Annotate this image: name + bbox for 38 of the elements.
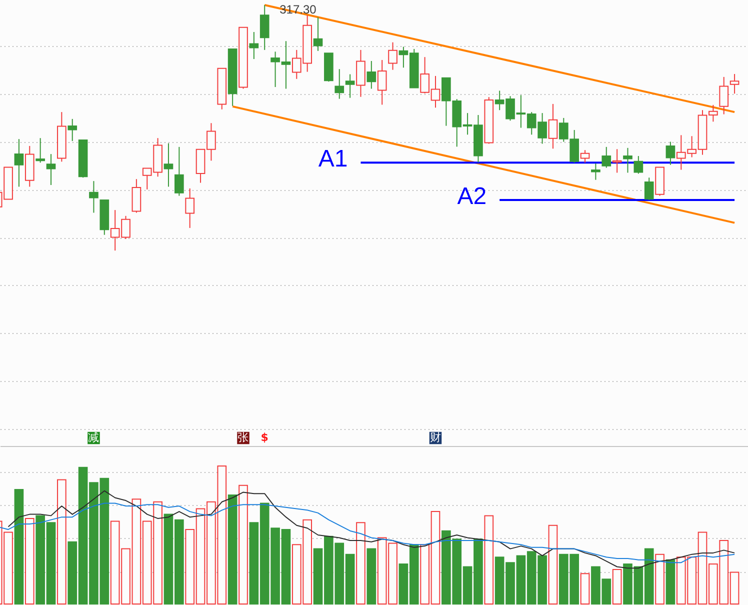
candlestick	[68, 118, 78, 142]
text: $	[260, 431, 268, 444]
bar	[666, 559, 676, 605]
candlestick	[345, 74, 355, 98]
candlestick	[249, 32, 259, 60]
candlestick	[313, 16, 323, 52]
candlestick	[602, 146, 612, 168]
candlestick	[548, 103, 558, 150]
candlestick	[260, 4, 270, 50]
candlestick	[174, 146, 184, 196]
bar	[14, 488, 24, 605]
candlestick	[366, 60, 376, 90]
candlestick	[132, 178, 142, 214]
text: 财	[430, 431, 441, 444]
series-label: A2	[457, 182, 487, 210]
candlestick	[623, 147, 632, 174]
bar	[366, 548, 376, 605]
candlestick	[14, 138, 24, 188]
candlestick	[580, 150, 590, 164]
candlestick	[334, 68, 344, 100]
candlestick	[185, 188, 195, 228]
candlestick	[634, 156, 644, 174]
candlestick	[719, 76, 729, 115]
series-label: A1	[318, 146, 348, 173]
candlestick	[46, 154, 56, 186]
bar	[228, 494, 238, 605]
candlestick	[89, 180, 98, 214]
candlestick	[612, 148, 622, 174]
candlestick	[591, 162, 600, 180]
candlestick	[377, 60, 387, 106]
candlestick	[164, 142, 174, 188]
candlestick	[666, 141, 676, 166]
text: 减	[88, 431, 100, 444]
candlestick	[644, 177, 654, 200]
candlestick	[36, 138, 45, 164]
candlestick	[730, 74, 740, 94]
candlestick	[388, 42, 398, 70]
text: 张	[238, 431, 249, 444]
